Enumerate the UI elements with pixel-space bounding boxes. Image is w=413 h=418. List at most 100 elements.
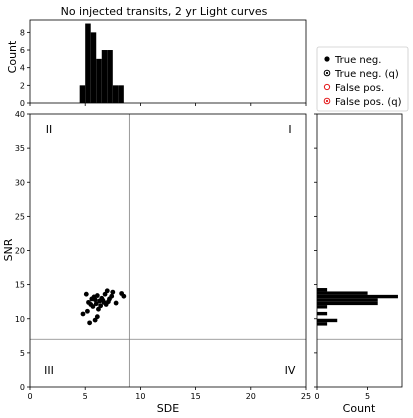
legend-marker bbox=[323, 69, 331, 77]
legend-label: False pos. bbox=[335, 83, 384, 94]
legend-marker-dot bbox=[325, 71, 329, 75]
top-histogram-y-tick-label: 6 bbox=[20, 46, 25, 55]
top-histogram-bar bbox=[118, 85, 124, 103]
side-histogram-bar bbox=[317, 291, 368, 295]
top-histogram-bar bbox=[101, 50, 108, 103]
top-histogram-y-ticks: 0 2 4 6 8 bbox=[20, 28, 30, 108]
scatter-x-ticks: 0 5 10 15 20 25 bbox=[27, 387, 311, 401]
scatter-y-tick-label: 35 bbox=[15, 144, 25, 153]
side-histogram-bar bbox=[317, 301, 378, 306]
scatter-x-tick-label: 10 bbox=[135, 392, 145, 401]
quadrant-label-ii: II bbox=[46, 123, 53, 136]
top-histogram-bar bbox=[79, 85, 86, 103]
scatter-point bbox=[94, 293, 100, 298]
scatter-frame bbox=[29, 113, 307, 388]
scatter-y-tick-label: 25 bbox=[15, 212, 25, 221]
scatter-y-tick-label: 20 bbox=[15, 247, 25, 256]
legend-items: True neg. True neg. (q) False pos. False po… bbox=[323, 55, 402, 108]
top-histogram-bar bbox=[90, 32, 97, 103]
scatter-y-tick-label: 30 bbox=[15, 178, 25, 187]
scatter-x-tick-label: 0 bbox=[27, 392, 32, 401]
top-histogram-bars bbox=[79, 23, 124, 104]
side-histogram-x-tick-label: 5 bbox=[365, 392, 370, 401]
scatter-point bbox=[105, 299, 111, 305]
scatter-x-tick-label: 25 bbox=[301, 392, 311, 401]
scatter-point bbox=[94, 314, 100, 320]
scatter-y-label: SNR bbox=[2, 238, 15, 261]
legend-marker bbox=[323, 83, 331, 91]
scatter-point bbox=[85, 308, 90, 314]
scatter-point bbox=[92, 317, 98, 323]
top-histogram-y-label: Count bbox=[6, 40, 19, 73]
side-histogram-bar bbox=[317, 305, 328, 309]
side-histogram-bar bbox=[317, 294, 398, 299]
quadrant-label-i: I bbox=[288, 123, 291, 136]
side-histogram-bar bbox=[317, 288, 328, 292]
side-histogram-bar bbox=[317, 298, 378, 302]
legend-label: False pos. (q) bbox=[335, 97, 402, 108]
scatter-x-tick-label: 5 bbox=[83, 392, 88, 401]
side-histogram-x-label: Count bbox=[343, 402, 376, 415]
legend-marker-dot bbox=[325, 99, 329, 103]
scatter-y-ticks: 0 5 10 15 20 25 30 35 40 bbox=[15, 110, 30, 392]
scatter-point bbox=[109, 293, 115, 299]
scatter-y-tick-label: 40 bbox=[15, 110, 25, 119]
legend-label: True neg. bbox=[334, 55, 381, 66]
scatter-x-label: SDE bbox=[157, 402, 179, 415]
top-histogram-y-tick-label: 2 bbox=[20, 81, 25, 90]
top-histogram-bar bbox=[112, 85, 119, 103]
scatter-point bbox=[102, 291, 108, 297]
scatter-point bbox=[80, 311, 86, 317]
top-histogram-y-tick-label: 8 bbox=[20, 28, 25, 37]
side-histogram-frame bbox=[316, 113, 403, 388]
scatter-y-tick-label: 10 bbox=[15, 315, 25, 324]
side-histogram-bar bbox=[317, 318, 338, 323]
scatter-y-tick-label: 0 bbox=[20, 383, 25, 392]
scatter-y-tick-label: 15 bbox=[15, 281, 25, 290]
quadrant-label-iii: III bbox=[44, 364, 54, 377]
scatter-point bbox=[93, 301, 99, 307]
scatter-point bbox=[121, 293, 127, 299]
scatter-point bbox=[110, 289, 116, 295]
legend-label: True neg. (q) bbox=[334, 69, 399, 80]
scatter-point bbox=[113, 300, 119, 306]
scatter-point bbox=[100, 297, 106, 303]
top-histogram-bar bbox=[107, 50, 113, 103]
legend-frame bbox=[316, 46, 409, 112]
side-histogram-bar bbox=[317, 322, 328, 326]
legend-item: False pos. (q) bbox=[323, 97, 402, 108]
scatter-x-tick-label: 20 bbox=[246, 392, 256, 401]
side-histogram-y-ticks bbox=[314, 113, 317, 388]
top-histogram-bar bbox=[96, 58, 102, 103]
legend-item: True neg. bbox=[324, 55, 381, 66]
legend: True neg. True neg. (q) False pos. False po… bbox=[316, 46, 409, 112]
quadrant-label-iv: IV bbox=[285, 364, 296, 377]
scatter-points bbox=[80, 288, 127, 326]
top-histogram-bar bbox=[85, 23, 91, 104]
legend-marker bbox=[324, 56, 330, 62]
legend-item: False pos. bbox=[323, 83, 384, 94]
side-histogram-bars bbox=[317, 288, 402, 340]
legend-item: True neg. (q) bbox=[323, 69, 399, 80]
scatter-point bbox=[96, 306, 101, 312]
scatter-point bbox=[92, 297, 98, 303]
scatter-point bbox=[87, 320, 93, 326]
scatter-x-tick-label: 15 bbox=[191, 392, 201, 401]
top-histogram-y-tick-label: 4 bbox=[20, 64, 25, 73]
scatter-y-tick-label: 5 bbox=[20, 349, 25, 358]
scatter-point bbox=[83, 291, 89, 297]
scatter-point bbox=[104, 288, 110, 294]
scatter-point bbox=[98, 303, 104, 309]
top-histogram: No injected transits, 2 yr Light curves … bbox=[6, 5, 307, 108]
top-histogram-y-tick-label: 0 bbox=[20, 99, 25, 108]
scatter-point bbox=[90, 304, 96, 309]
side-histogram-bar bbox=[317, 311, 328, 316]
top-histogram-title: No injected transits, 2 yr Light curves bbox=[61, 5, 268, 18]
top-histogram-frame bbox=[29, 19, 307, 104]
side-histogram-x-tick-label: 0 bbox=[314, 392, 319, 401]
top-histogram-x-ticks bbox=[29, 103, 307, 106]
